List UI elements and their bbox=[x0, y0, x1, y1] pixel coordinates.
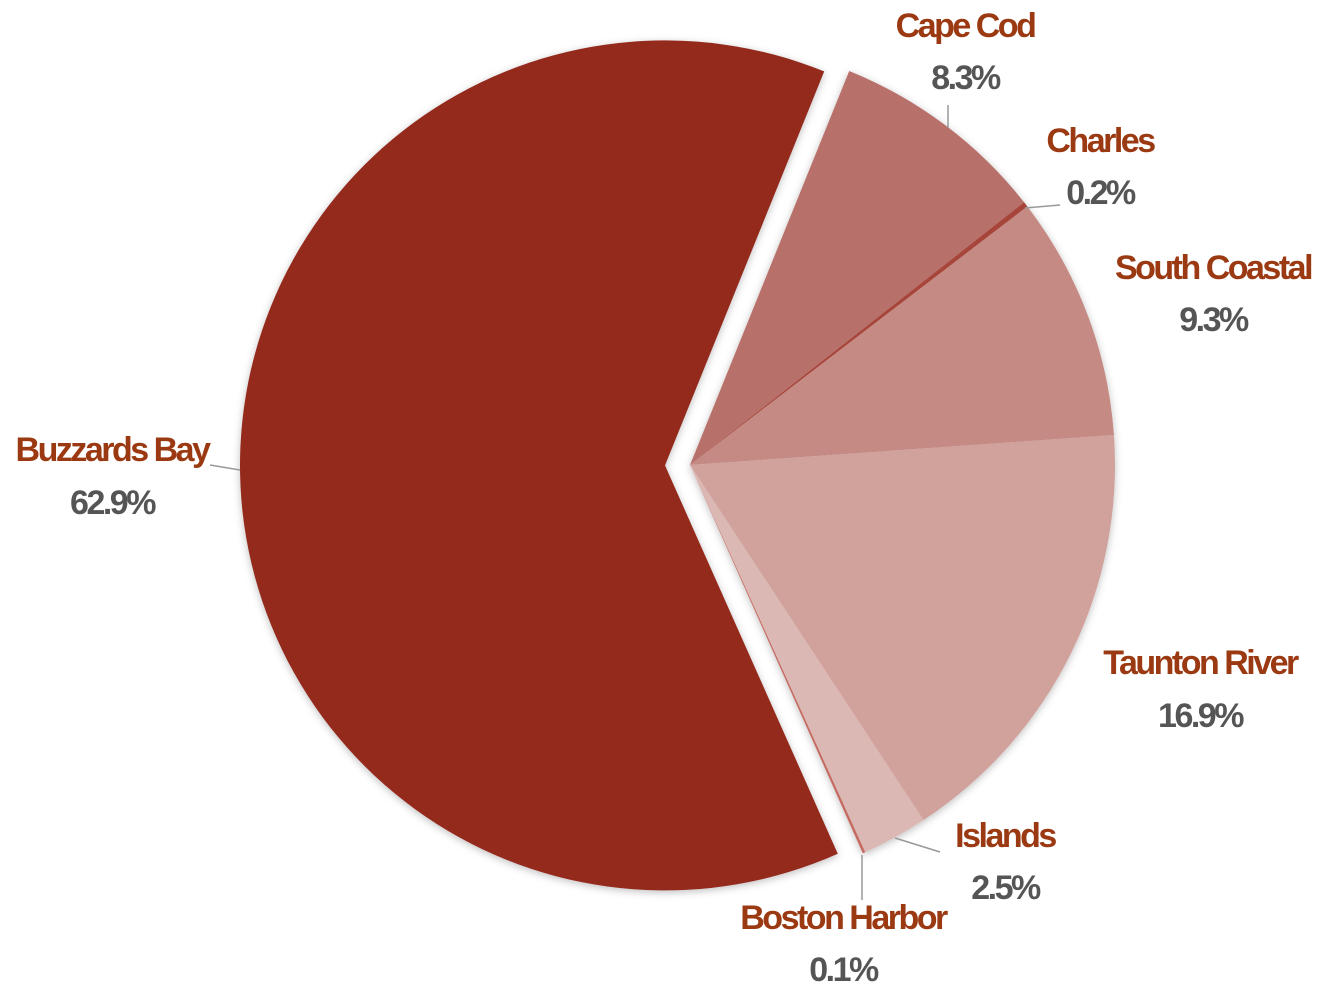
value-label: 0.2% bbox=[1066, 174, 1136, 212]
pie-slice bbox=[690, 465, 866, 854]
slice-label: Charles bbox=[1046, 122, 1155, 160]
value-label: 16.9% bbox=[1158, 697, 1244, 735]
value-label: 0.1% bbox=[809, 951, 879, 989]
slice-label: South Coastal bbox=[1115, 249, 1312, 287]
pie-slice bbox=[690, 465, 924, 853]
value-label: 2.5% bbox=[971, 869, 1041, 907]
pie-slice bbox=[240, 40, 838, 891]
value-label: 62.9% bbox=[70, 484, 156, 522]
leader-line bbox=[1024, 204, 1061, 209]
slice-label: Boston Harbor bbox=[740, 899, 948, 937]
slice-label: Taunton River bbox=[1103, 644, 1299, 682]
pie-slice bbox=[690, 206, 1114, 466]
pie-slice bbox=[690, 70, 1025, 465]
leader-line bbox=[894, 837, 941, 853]
slice-label: Islands bbox=[955, 817, 1056, 855]
slice-label: Cape Cod bbox=[896, 7, 1035, 45]
pie-slice bbox=[690, 202, 1028, 466]
value-label: 8.3% bbox=[931, 59, 1001, 97]
slice-label: Buzzards Bay bbox=[16, 431, 212, 469]
pie-slice bbox=[690, 434, 1115, 821]
pie bbox=[240, 40, 1115, 891]
leader-line bbox=[209, 464, 241, 471]
value-label: 9.3% bbox=[1179, 301, 1249, 339]
